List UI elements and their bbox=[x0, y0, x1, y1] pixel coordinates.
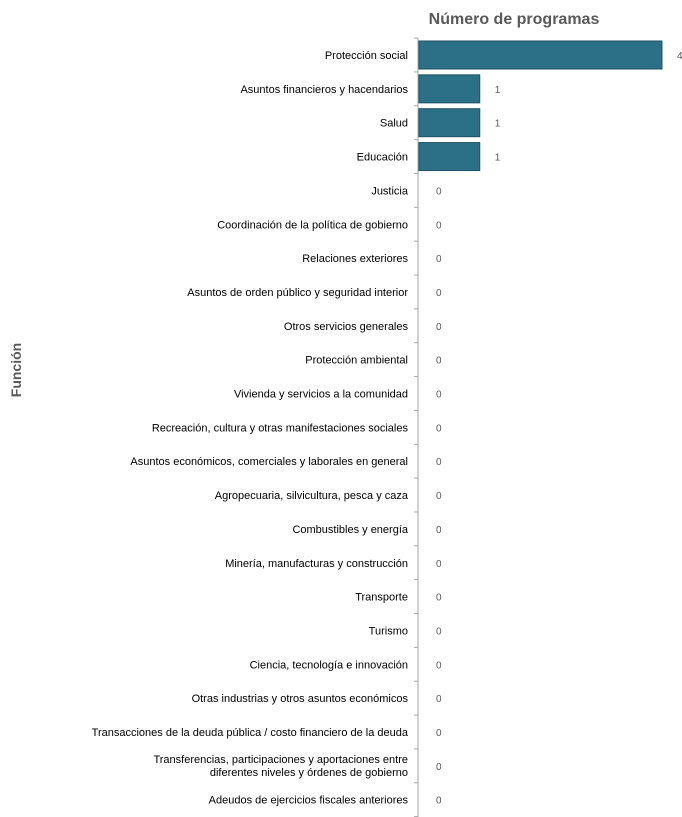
value-labels-group: 4 1 1 1 0 0 0 0 0 0 0 0 0 0 0 0 0 0 0 0 0 0 0 bbox=[436, 51, 682, 807]
category-label: Asuntos de orden público y seguridad int… bbox=[187, 287, 408, 299]
category-label: Otras industrias y otros asuntos económi… bbox=[192, 693, 409, 705]
category-label: Ciencia, tecnología e innovación bbox=[250, 659, 408, 671]
category-label: Educación bbox=[357, 152, 408, 164]
y-axis-label: Función bbox=[8, 343, 24, 397]
category-label: Adeudos de ejercicios fiscales anteriore… bbox=[209, 795, 409, 807]
bar bbox=[418, 74, 481, 104]
value-label: 0 bbox=[436, 491, 442, 502]
category-label: Transferencias, participaciones y aporta… bbox=[153, 754, 408, 779]
category-label: Vivienda y servicios a la comunidad bbox=[234, 389, 408, 401]
value-label: 1 bbox=[495, 119, 501, 130]
value-label: 0 bbox=[436, 626, 442, 637]
category-label: Minería, manufacturas y construcción bbox=[225, 558, 408, 570]
value-label: 0 bbox=[436, 390, 442, 401]
bars-group bbox=[418, 40, 663, 172]
category-label: Turismo bbox=[369, 625, 408, 637]
value-label: 0 bbox=[436, 593, 442, 604]
value-label: 0 bbox=[436, 220, 442, 231]
bar bbox=[418, 40, 663, 70]
category-labels-group: Protección social Asuntos financieros y h… bbox=[92, 50, 409, 807]
axis-ticks-group bbox=[414, 37, 418, 817]
category-label: Agropecuaria, silvicultura, pesca y caza bbox=[215, 490, 409, 502]
value-label: 0 bbox=[436, 186, 442, 197]
value-label: 1 bbox=[495, 153, 501, 164]
category-label: Transacciones de la deuda pública / cost… bbox=[92, 727, 409, 739]
chart-title: Número de programas bbox=[429, 11, 600, 28]
category-label: Coordinación de la política de gobierno bbox=[217, 219, 408, 231]
category-label: Asuntos financieros y hacendarios bbox=[240, 84, 408, 96]
category-label: Protección social bbox=[325, 50, 408, 62]
value-label: 0 bbox=[436, 525, 442, 536]
category-label: Otros servicios generales bbox=[284, 321, 409, 333]
value-label: 0 bbox=[436, 423, 442, 434]
value-label: 0 bbox=[436, 660, 442, 671]
category-label: Transporte bbox=[355, 592, 408, 604]
bar bbox=[418, 108, 481, 138]
value-label: 0 bbox=[436, 322, 442, 333]
value-label: 0 bbox=[436, 356, 442, 367]
value-label: 0 bbox=[436, 288, 442, 299]
category-label: Protección ambiental bbox=[305, 355, 408, 367]
value-label: 0 bbox=[436, 559, 442, 570]
category-label: Justicia bbox=[371, 185, 409, 197]
value-label: 1 bbox=[495, 85, 501, 96]
value-label: 0 bbox=[436, 728, 442, 739]
value-label: 0 bbox=[436, 457, 442, 468]
category-label: Salud bbox=[380, 118, 408, 130]
value-label: 4 bbox=[677, 51, 682, 62]
value-label: 0 bbox=[436, 796, 442, 807]
category-label: Asuntos económicos, comerciales y labora… bbox=[130, 456, 408, 468]
bar bbox=[418, 142, 481, 172]
category-label: Recreación, cultura y otras manifestacio… bbox=[152, 422, 409, 434]
category-label: Combustibles y energía bbox=[292, 524, 408, 536]
value-label: 0 bbox=[436, 254, 442, 265]
value-label: 0 bbox=[436, 762, 442, 773]
category-label: Relaciones exteriores bbox=[302, 253, 408, 265]
value-label: 0 bbox=[436, 694, 442, 705]
